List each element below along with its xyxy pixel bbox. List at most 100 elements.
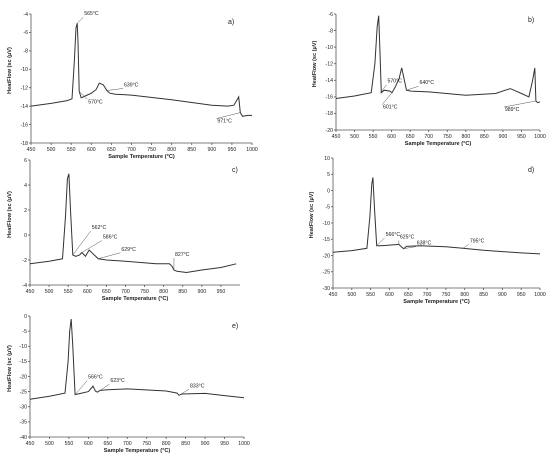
y-tick-label: 4	[24, 183, 27, 189]
panel-label: d)	[528, 167, 534, 174]
y-tick-label: -18	[21, 141, 29, 147]
annotation-leader	[77, 17, 84, 24]
y-tick-label: -20	[323, 253, 331, 259]
peak-annotation: 601°C	[383, 105, 398, 111]
x-tick-label: 450	[26, 289, 35, 295]
annotation-leader	[376, 237, 385, 246]
x-tick-label: 500	[45, 441, 54, 447]
peak-annotation: 640°C	[419, 80, 434, 86]
x-tick-label: 900	[197, 289, 206, 295]
x-tick-label: 700	[424, 134, 433, 140]
peak-annotation: 629°C	[121, 247, 136, 253]
annotation-leader	[462, 244, 469, 249]
x-tick-label: 950	[217, 289, 226, 295]
y-tick-label: -6	[23, 30, 28, 36]
x-tick-label: 600	[387, 134, 396, 140]
x-axis-label: Sample Temperature (°C)	[108, 154, 175, 160]
x-tick-label: 1000	[534, 292, 546, 298]
peak-annotation: 989°C	[505, 107, 520, 113]
y-axis-label: HeatFlow (sc (µV)	[7, 191, 13, 238]
annotation-leader	[503, 100, 536, 108]
x-axis-label: Sample Temperature (°C)	[102, 296, 169, 302]
y-tick-label: 0	[24, 314, 27, 320]
peak-annotation: 565°C	[84, 11, 99, 17]
x-tick-label: 800	[162, 441, 171, 447]
y-tick-label: -8	[23, 49, 28, 55]
x-axis-label: Sample Temperature (°C)	[403, 299, 470, 305]
y-tick-label: 5	[327, 172, 330, 178]
x-tick-label: 500	[350, 134, 359, 140]
x-tick-label: 950	[517, 134, 526, 140]
y-tick-label: -35	[20, 420, 28, 426]
chart-panel-1: a) 450 500 550 600 650 700 750 800 850 900 950 1000 -…	[7, 11, 258, 160]
x-tick-label: 700	[123, 441, 132, 447]
x-tick-label: 600	[87, 147, 96, 153]
x-tick-label: 900	[499, 134, 508, 140]
x-tick-label: 900	[207, 147, 216, 153]
x-tick-label: 650	[406, 134, 415, 140]
annotation-leader	[81, 240, 103, 253]
annotation-leader	[97, 384, 110, 393]
x-tick-label: 750	[147, 147, 156, 153]
y-tick-label: -30	[323, 286, 331, 292]
dsc-curve	[30, 23, 252, 117]
y-tick-label: 0	[327, 188, 330, 194]
annotation-leader	[403, 246, 416, 249]
x-tick-label: 700	[127, 147, 136, 153]
x-tick-label: 800	[159, 289, 168, 295]
x-tick-label: 450	[332, 134, 341, 140]
peak-annotation: 833°C	[190, 383, 205, 389]
x-tick-label: 600	[84, 441, 93, 447]
x-tick-label: 850	[187, 147, 196, 153]
panel-label: a)	[228, 19, 234, 26]
dsc-curve	[335, 15, 541, 104]
annotation-leader	[74, 380, 88, 395]
x-tick-label: 500	[47, 147, 56, 153]
peak-annotation: 570°C	[388, 79, 403, 85]
peak-annotation: 570°C	[88, 99, 103, 105]
x-tick-label: 650	[107, 147, 116, 153]
x-tick-label: 550	[67, 147, 76, 153]
x-tick-label: 700	[121, 289, 130, 295]
y-tick-label: -20	[20, 374, 28, 380]
x-tick-label: 450	[329, 292, 338, 298]
y-tick-label: -4	[23, 12, 28, 18]
x-tick-label: 450	[26, 441, 35, 447]
annotation-leader	[381, 92, 393, 105]
x-tick-label: 950	[220, 441, 229, 447]
dsc-curve	[332, 177, 541, 255]
y-tick-label: -10	[323, 221, 331, 227]
y-tick-label: -25	[323, 270, 331, 276]
x-tick-label: 650	[103, 441, 112, 447]
x-tick-label: 600	[385, 292, 394, 298]
peak-annotation: 827°C	[175, 252, 190, 258]
annotation-leader	[106, 88, 123, 91]
x-tick-label: 550	[64, 289, 73, 295]
x-tick-label: 500	[347, 292, 356, 298]
annotation-leader	[216, 112, 241, 119]
y-tick-label: -5	[22, 329, 27, 335]
y-tick-label: -16	[326, 95, 334, 101]
y-axis-label: HeatFlow (sc (µV)	[7, 47, 13, 94]
y-tick-label: -6	[328, 12, 333, 18]
y-tick-label: 10	[324, 156, 330, 162]
chart-panel-4: d) 450 500 550 600 650 700 750 800 850 900 950 1000 1…	[309, 156, 546, 305]
x-tick-label: 800	[461, 134, 470, 140]
x-axis-label: Sample Temperature (°C)	[405, 141, 472, 147]
peak-annotation: 795°C	[470, 238, 485, 244]
y-tick-label: -16	[21, 122, 29, 128]
x-tick-label: 800	[167, 147, 176, 153]
y-tick-label: -15	[20, 359, 28, 365]
peak-annotation: 625°C	[400, 234, 415, 240]
y-tick-label: -10	[326, 45, 334, 51]
x-tick-label: 800	[460, 292, 469, 298]
x-tick-label: 850	[178, 289, 187, 295]
x-tick-label: 700	[423, 292, 432, 298]
y-tick-label: 0	[24, 233, 27, 239]
peak-annotation: 639°C	[124, 82, 139, 88]
y-axis-label: HeatFlow (sc (µV)	[312, 41, 318, 88]
x-tick-label: 900	[201, 441, 210, 447]
annotation-leader	[406, 85, 419, 91]
